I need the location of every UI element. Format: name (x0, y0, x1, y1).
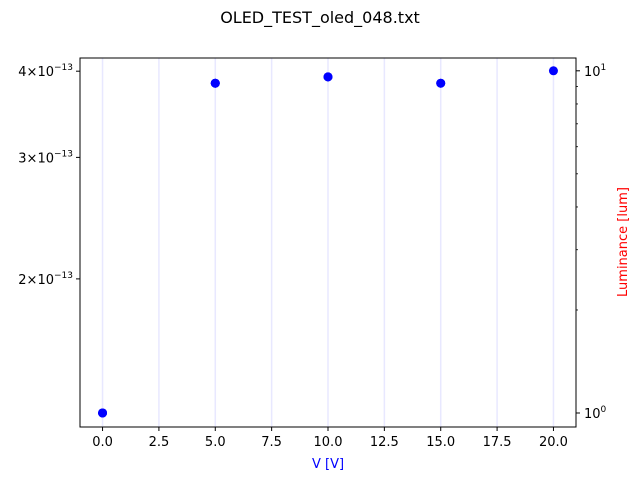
x-tick-label: 17.5 (483, 435, 512, 450)
y-right-tick-base: 10 (584, 407, 601, 422)
chart-title: OLED_TEST_oled_048.txt (220, 8, 420, 28)
y-left-tick-mantissa: 3 (18, 151, 26, 166)
x-tick-label: 5.0 (205, 435, 226, 450)
y-left-tick-label: 3×10−13 (18, 149, 73, 166)
x-axis-label: V [V] (312, 457, 344, 472)
y-left-tick-times: × (27, 65, 38, 80)
y-left-tick-base: 10 (37, 65, 54, 80)
data-point (548, 66, 558, 76)
x-tick-label: 12.5 (370, 435, 399, 450)
data-point (98, 408, 108, 418)
y-right-tick-label: 101 (584, 63, 606, 80)
y-right-tick-exponent: 1 (601, 63, 607, 73)
y-left-tick-exponent: −13 (54, 149, 73, 159)
data-point (436, 78, 446, 88)
y-left-tick-mantissa: 2 (18, 273, 26, 288)
x-axis: 0.0 2.5 5.0 7.5 10.0 12.5 15.0 17.5 20.0 (92, 427, 568, 450)
y-left-tick-label: 2×10−13 (18, 271, 73, 288)
x-tick-label: 7.5 (261, 435, 282, 450)
y-left-tick-exponent: −13 (54, 63, 73, 73)
data-points (98, 66, 558, 418)
y-axis-right-label: Luminance [lum] (616, 187, 631, 297)
data-point (323, 72, 333, 82)
y-axis-left: 4×10−133×10−132×10−13 (18, 63, 80, 288)
data-point (210, 78, 220, 88)
y-left-tick-base: 10 (37, 273, 54, 288)
y-left-tick-times: × (27, 273, 38, 288)
x-tick-label: 10.0 (314, 435, 343, 450)
x-tick-label: 0.0 (92, 435, 113, 450)
y-left-tick-times: × (27, 151, 38, 166)
y-left-tick-base: 10 (37, 151, 54, 166)
y-left-tick-exponent: −13 (54, 271, 73, 281)
x-tick-label: 2.5 (149, 435, 170, 450)
y-right-tick-label: 100 (584, 405, 607, 422)
y-right-tick-exponent: 0 (601, 405, 607, 415)
grid (101, 58, 555, 427)
x-tick-label: 20.0 (539, 435, 568, 450)
y-left-tick-mantissa: 4 (18, 65, 26, 80)
y-right-tick-base: 10 (584, 65, 601, 80)
x-tick-label: 15.0 (426, 435, 455, 450)
y-left-tick-label: 4×10−13 (18, 63, 73, 80)
